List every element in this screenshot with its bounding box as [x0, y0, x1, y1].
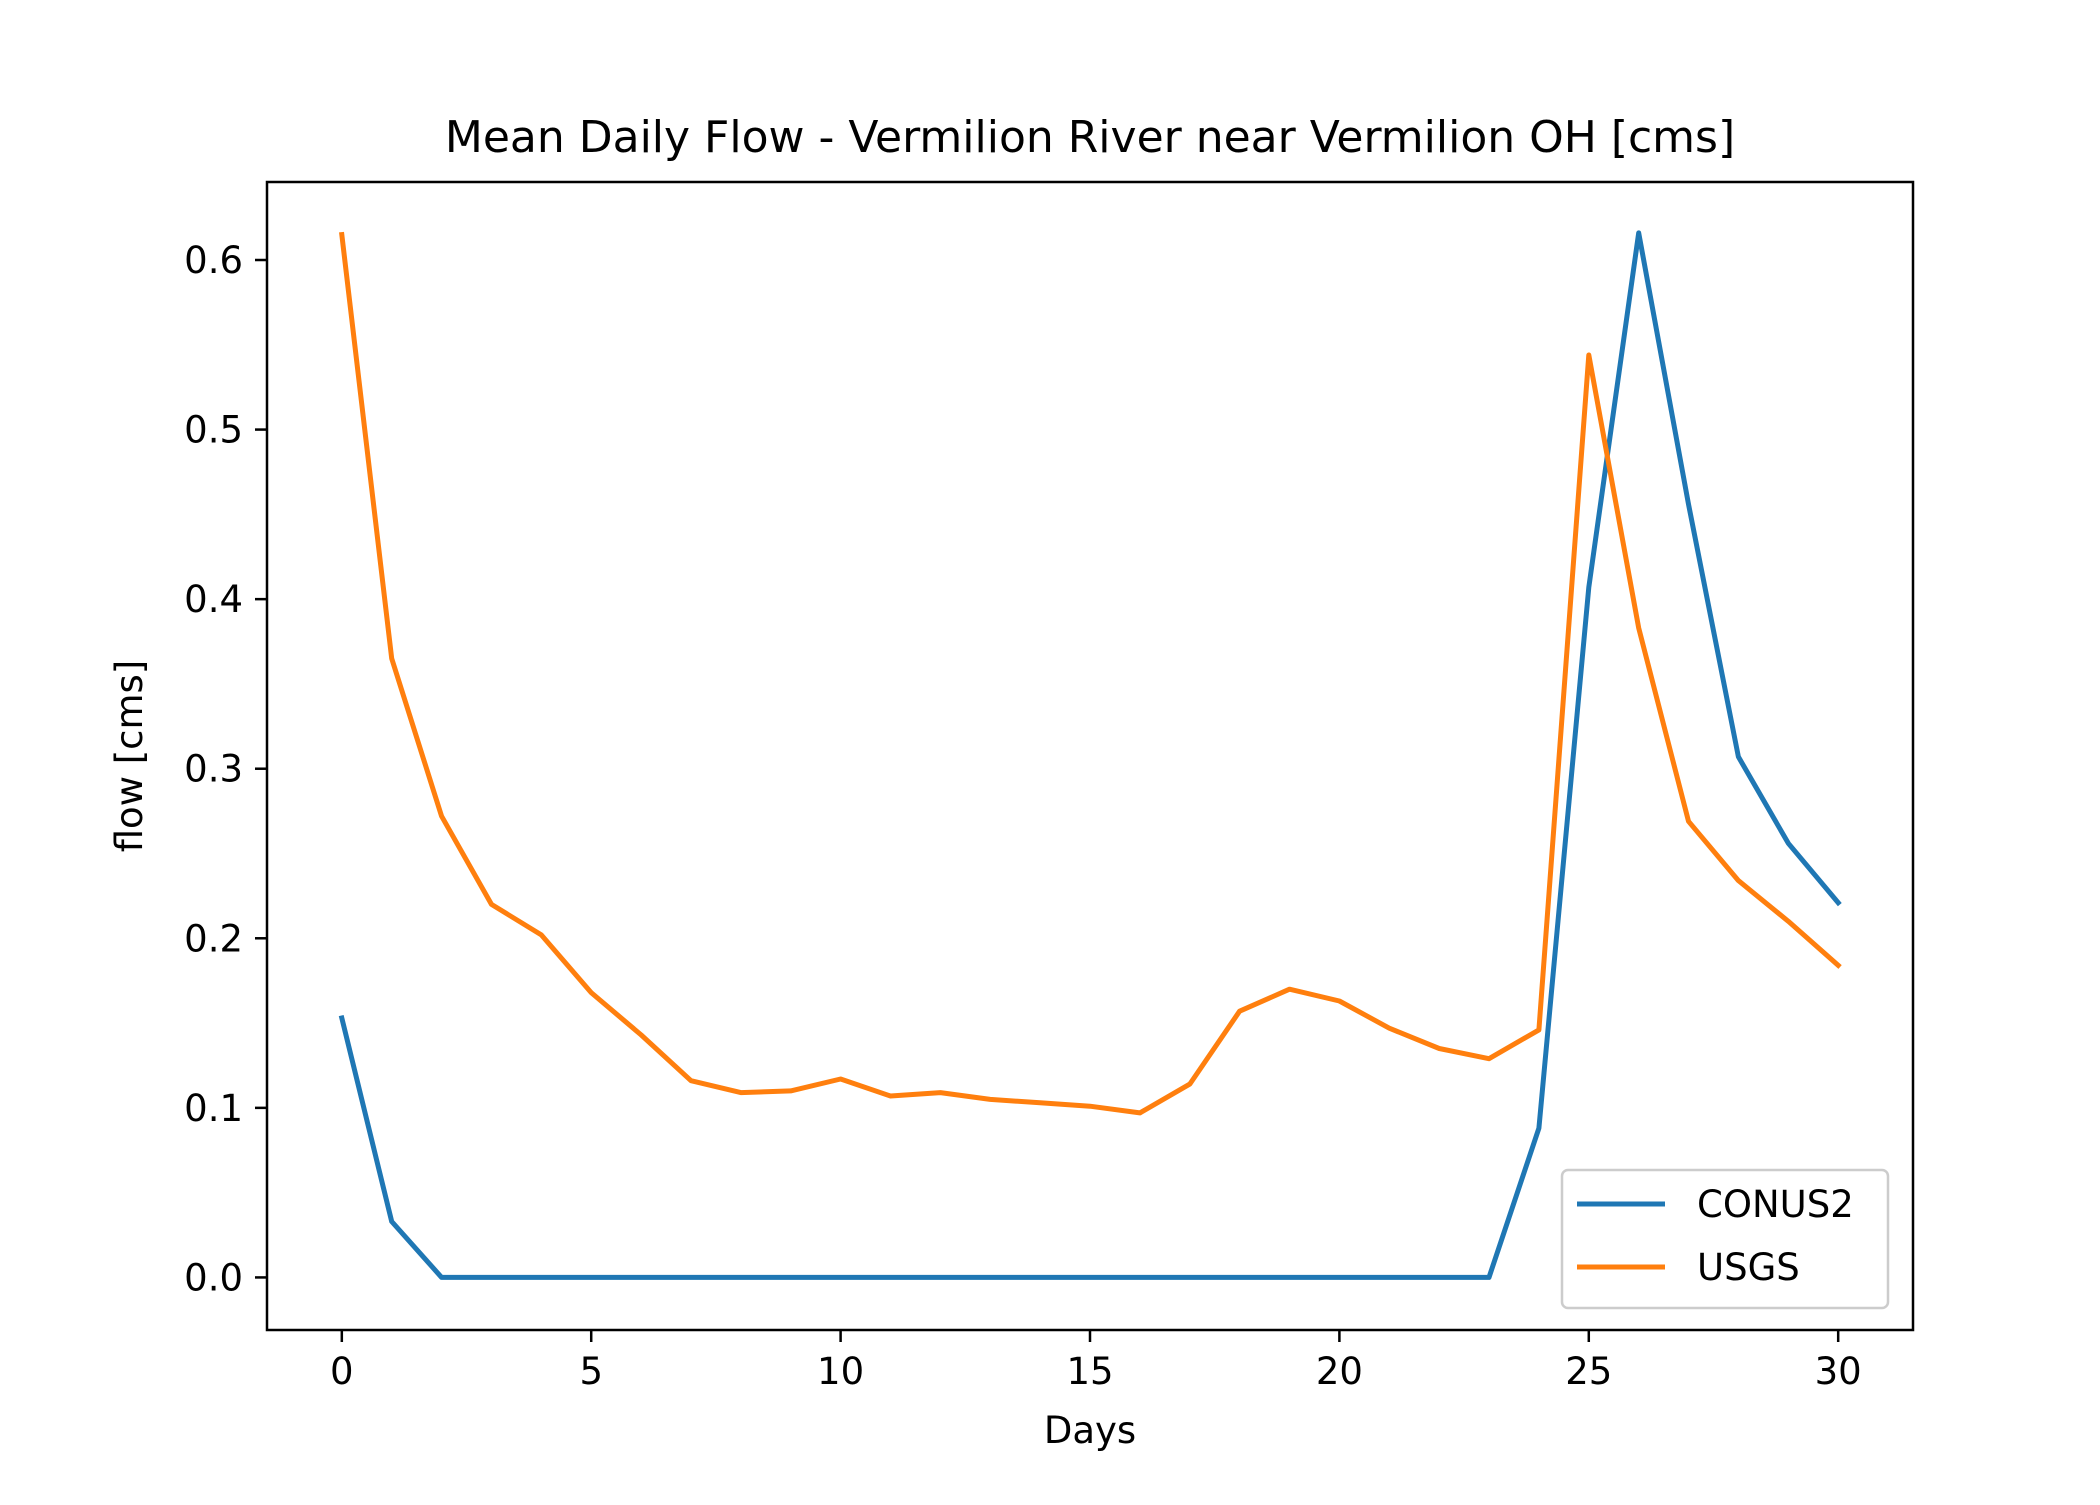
y-tick-label: 0.1: [184, 1087, 243, 1130]
legend-label-usgs: USGS: [1697, 1246, 1800, 1289]
legend: CONUS2 USGS: [1560, 1168, 1890, 1310]
legend-label-conus2: CONUS2: [1697, 1183, 1854, 1226]
series-layer: [338, 230, 1842, 1280]
y-tick-label: 0.0: [184, 1256, 243, 1299]
x-axis-label: Days: [1044, 1409, 1136, 1452]
y-tick-label: 0.5: [184, 409, 243, 452]
series-line-conus2: [338, 230, 1842, 1280]
y-tick-label: 0.2: [184, 917, 243, 960]
y-tick-label: 0.3: [184, 748, 243, 791]
chart-title: Mean Daily Flow - Vermilion River near V…: [445, 112, 1735, 163]
y-axis: 0.0 0.1 0.2 0.3 0.4 0.5 0.6: [184, 239, 267, 1299]
y-tick-label: 0.4: [184, 578, 243, 621]
x-tick-label: 25: [1565, 1350, 1612, 1393]
x-tick-label: 10: [817, 1350, 864, 1393]
x-axis: 0 5 10 15 20 25 30: [330, 1330, 1862, 1393]
x-tick-label: 30: [1815, 1350, 1862, 1393]
series-line-usgs: [339, 231, 1842, 1116]
x-tick-label: 0: [330, 1350, 354, 1393]
x-tick-label: 15: [1066, 1350, 1113, 1393]
x-tick-label: 20: [1316, 1350, 1363, 1393]
x-tick-label: 5: [579, 1350, 603, 1393]
y-axis-label: flow [cms]: [108, 660, 151, 853]
y-tick-label: 0.6: [184, 239, 243, 282]
